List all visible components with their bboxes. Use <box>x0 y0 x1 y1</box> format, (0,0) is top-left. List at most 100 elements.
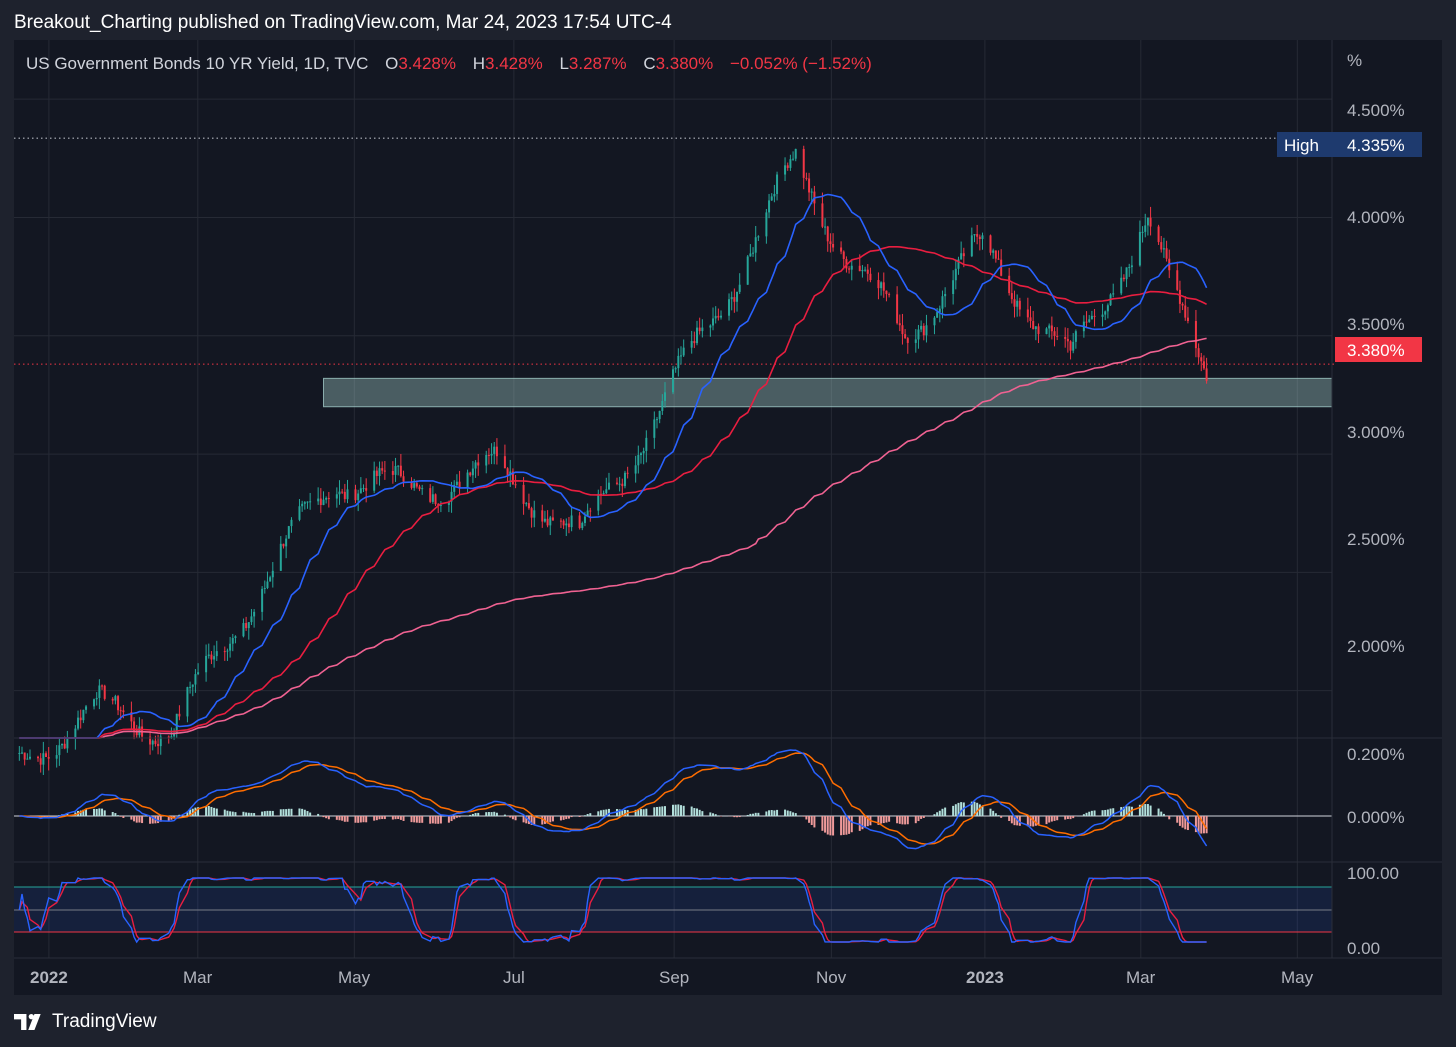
macd-bar <box>231 811 234 816</box>
candle <box>1130 255 1133 274</box>
header: Breakout_Charting published on TradingVi… <box>0 0 1456 40</box>
macd-bar <box>653 807 656 816</box>
candle <box>66 730 69 753</box>
candle <box>1072 333 1075 354</box>
candle <box>586 503 589 517</box>
macd-bar <box>597 811 600 816</box>
candle <box>391 461 394 484</box>
candle <box>61 743 64 749</box>
macd-bar <box>117 815 120 816</box>
macd-bar <box>1093 810 1096 816</box>
tradingview-brand[interactable]: TradingView <box>14 1011 157 1033</box>
ma-mid-line <box>19 246 1207 739</box>
macd-bar <box>1026 816 1029 827</box>
candle <box>960 241 963 260</box>
candle <box>898 314 901 332</box>
macd-bar <box>559 816 562 821</box>
macd-bar <box>362 816 365 823</box>
legend-o-value: 3.428% <box>398 54 456 73</box>
macd-bar <box>672 804 674 816</box>
last-price-badge-bg <box>1335 337 1422 362</box>
candle <box>471 461 474 483</box>
macd-bar <box>514 816 517 821</box>
candle <box>824 218 827 235</box>
candle <box>495 438 498 465</box>
candle <box>1029 306 1032 328</box>
macd-bar <box>285 809 288 816</box>
macd-bar <box>1197 816 1200 834</box>
price-tick-label: 4.500% <box>1347 101 1405 120</box>
candle <box>746 254 749 285</box>
candle <box>1066 328 1069 353</box>
candle <box>231 633 234 652</box>
candle <box>653 411 656 449</box>
price-tick-label: 4.000% <box>1347 208 1405 227</box>
candle <box>151 739 154 751</box>
high-badge-value-bg <box>1335 132 1422 157</box>
candle <box>130 701 133 730</box>
macd-bar <box>1194 816 1197 833</box>
legend-l-label: L <box>559 54 568 73</box>
macd-bar <box>149 816 152 824</box>
candle <box>261 586 264 621</box>
candle <box>439 501 442 513</box>
candle <box>698 317 701 335</box>
candle <box>906 336 909 354</box>
macd-bar <box>141 816 144 824</box>
candle <box>1032 310 1035 330</box>
candle <box>215 640 218 662</box>
candle <box>287 525 290 539</box>
candle <box>303 501 306 510</box>
macd-bar <box>1186 816 1189 831</box>
macd-bar <box>413 816 416 823</box>
macd-bar <box>768 810 771 816</box>
candle <box>45 751 48 758</box>
candle <box>714 306 717 324</box>
candle <box>210 651 213 665</box>
macd-bar <box>474 813 477 816</box>
candle <box>546 510 549 528</box>
macd-bar <box>701 811 704 816</box>
candle <box>18 746 21 761</box>
macd-bar <box>973 801 976 816</box>
support-zone[interactable] <box>322 377 1333 408</box>
macd-bar <box>338 816 341 821</box>
macd-bar <box>1130 806 1133 816</box>
macd-bar <box>487 812 490 816</box>
macd-bar <box>335 816 338 820</box>
candle <box>269 575 272 582</box>
macd-bar <box>906 816 909 825</box>
candle <box>658 410 661 424</box>
candle <box>981 232 984 250</box>
macd-bar <box>992 810 995 816</box>
candle <box>1181 302 1184 311</box>
last-price-badge[interactable]: 3.380% <box>1335 337 1422 362</box>
macd-bar <box>1146 804 1149 816</box>
candle <box>301 500 304 512</box>
macd-bar <box>1122 806 1125 816</box>
candle <box>527 493 530 510</box>
macd-bar <box>607 808 610 816</box>
candle <box>605 477 608 495</box>
macd-bar <box>101 808 104 816</box>
candle <box>712 307 715 331</box>
chart[interactable]: US Government Bonds 10 YR Yield, 1D, TVC… <box>0 0 1456 995</box>
macd-bar <box>623 809 626 816</box>
candle <box>784 157 787 181</box>
candle <box>223 646 226 661</box>
candle <box>1146 217 1149 236</box>
candle <box>1138 220 1141 267</box>
macd-bar <box>1200 816 1203 834</box>
macd-bar <box>434 816 437 824</box>
macd-bar <box>773 810 776 816</box>
candle <box>848 266 851 274</box>
macd-bar <box>215 808 218 816</box>
candle <box>410 477 413 490</box>
high-badge[interactable]: High 4.335% <box>1277 132 1422 157</box>
macd-bar <box>410 816 413 823</box>
candle <box>805 172 808 181</box>
macd-bar <box>880 816 883 824</box>
macd-bar <box>98 808 101 816</box>
candle <box>487 448 490 465</box>
macd-bar <box>205 806 208 816</box>
